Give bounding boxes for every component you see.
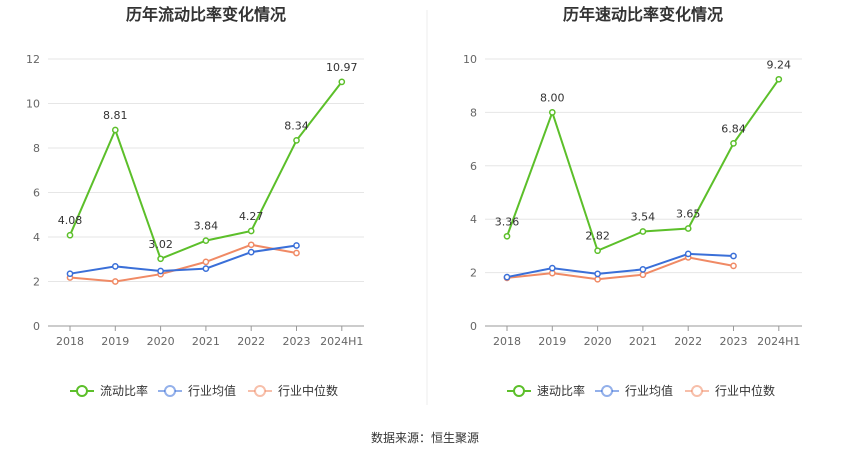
data-point bbox=[684, 250, 692, 258]
legend-label[interactable]: 行业均值 bbox=[188, 383, 236, 398]
data-point bbox=[594, 247, 601, 255]
y-tick-label: 8 bbox=[33, 142, 40, 155]
data-point bbox=[202, 258, 210, 266]
data-point bbox=[157, 267, 164, 275]
data-point bbox=[775, 75, 783, 83]
data-label: 8.34 bbox=[284, 119, 309, 132]
chart-title: 历年流动比率变化情况 bbox=[126, 5, 286, 24]
data-point bbox=[202, 237, 210, 244]
data-point bbox=[157, 255, 164, 263]
data-point bbox=[639, 266, 647, 273]
data-point bbox=[247, 241, 255, 249]
x-tick-label: 2019 bbox=[538, 335, 566, 348]
data-point bbox=[293, 249, 300, 257]
x-tick-label: 2024H1 bbox=[757, 335, 800, 348]
x-tick-label: 2019 bbox=[101, 335, 129, 348]
data-point bbox=[66, 270, 74, 278]
legend-marker[interactable] bbox=[164, 385, 176, 397]
y-tick-label: 4 bbox=[470, 213, 477, 226]
data-point bbox=[111, 278, 119, 285]
data-point bbox=[338, 78, 346, 86]
legend-marker[interactable] bbox=[76, 385, 88, 397]
data-point bbox=[503, 273, 511, 281]
x-tick-label: 2018 bbox=[493, 335, 521, 348]
data-label: 10.97 bbox=[326, 61, 358, 74]
y-tick-label: 0 bbox=[470, 320, 477, 333]
chart-panel-1: 历年流动比率变化情况 0 2 4 6 8 10 12 2018 2019 2020 2021 2022 2… bbox=[26, 5, 364, 398]
data-label: 3.84 bbox=[194, 220, 219, 233]
x-tick-label: 2023 bbox=[283, 335, 311, 348]
data-point bbox=[730, 262, 737, 270]
x-tick-label: 2022 bbox=[674, 335, 702, 348]
x-tick-label: 2024H1 bbox=[320, 335, 363, 348]
data-label: 8.81 bbox=[103, 109, 128, 122]
data-label: 6.84 bbox=[721, 122, 746, 135]
y-tick-label: 8 bbox=[470, 106, 477, 119]
x-tick-label: 2023 bbox=[720, 335, 748, 348]
legend-label[interactable]: 行业中位数 bbox=[715, 383, 775, 398]
data-source: 数据来源：恒生聚源 bbox=[371, 430, 479, 445]
y-tick-label: 6 bbox=[33, 187, 40, 200]
legend-marker[interactable] bbox=[601, 385, 613, 397]
data-point bbox=[684, 225, 692, 232]
data-point bbox=[247, 227, 255, 235]
y-tick-label: 10 bbox=[26, 98, 40, 111]
data-point bbox=[293, 137, 300, 144]
data-point bbox=[548, 109, 556, 116]
data-point bbox=[639, 228, 647, 235]
series-line-2 bbox=[69, 244, 297, 275]
y-tick-label: 2 bbox=[470, 267, 477, 280]
y-tick-label: 0 bbox=[33, 320, 40, 333]
data-point bbox=[293, 242, 300, 249]
y-tick-label: 6 bbox=[470, 160, 477, 173]
series-line-3 bbox=[69, 243, 297, 283]
series-line-2 bbox=[506, 252, 734, 279]
y-tick-label: 2 bbox=[33, 276, 40, 289]
data-point bbox=[111, 126, 119, 134]
data-point bbox=[639, 271, 647, 279]
data-point bbox=[66, 231, 74, 239]
chart-panel-2: 历年速动比率变化情况 0 2 4 6 8 10 2018 2019 2020 2021 2022 202… bbox=[463, 5, 802, 398]
data-point bbox=[111, 263, 119, 270]
data-point bbox=[594, 270, 601, 278]
data-label: 9.24 bbox=[767, 58, 792, 71]
data-point bbox=[730, 252, 737, 260]
legend-label[interactable]: 速动比率 bbox=[537, 383, 585, 398]
y-tick-label: 4 bbox=[33, 231, 40, 244]
series-line-3 bbox=[506, 256, 734, 281]
legend-marker[interactable] bbox=[254, 385, 266, 397]
data-label: 2.82 bbox=[585, 230, 610, 243]
data-label: 8.00 bbox=[540, 91, 565, 104]
data-point bbox=[247, 248, 255, 256]
legend-marker[interactable] bbox=[691, 385, 703, 397]
x-tick-label: 2021 bbox=[192, 335, 220, 348]
legend-label[interactable]: 行业均值 bbox=[625, 383, 673, 398]
data-label: 3.02 bbox=[148, 238, 173, 251]
x-tick-label: 2018 bbox=[56, 335, 84, 348]
legend-marker[interactable] bbox=[513, 385, 525, 397]
data-label: 4.08 bbox=[58, 214, 83, 227]
x-tick-label: 2022 bbox=[237, 335, 265, 348]
data-point bbox=[202, 265, 210, 272]
data-label: 4.27 bbox=[239, 210, 264, 223]
legend-label[interactable]: 流动比率 bbox=[100, 383, 148, 398]
data-point bbox=[730, 140, 737, 147]
data-label: 3.36 bbox=[495, 215, 520, 228]
chart-title: 历年速动比率变化情况 bbox=[563, 5, 723, 24]
x-tick-label: 2020 bbox=[584, 335, 612, 348]
data-point bbox=[503, 232, 511, 240]
data-label: 3.65 bbox=[676, 208, 701, 221]
series-line-1 bbox=[506, 78, 780, 253]
y-tick-label: 10 bbox=[463, 53, 477, 66]
data-point bbox=[548, 264, 556, 272]
legend-label[interactable]: 行业中位数 bbox=[278, 383, 338, 398]
x-tick-label: 2021 bbox=[629, 335, 657, 348]
y-tick-label: 12 bbox=[26, 53, 40, 66]
x-tick-label: 2020 bbox=[147, 335, 175, 348]
data-point bbox=[594, 275, 601, 283]
data-label: 3.54 bbox=[631, 211, 656, 224]
